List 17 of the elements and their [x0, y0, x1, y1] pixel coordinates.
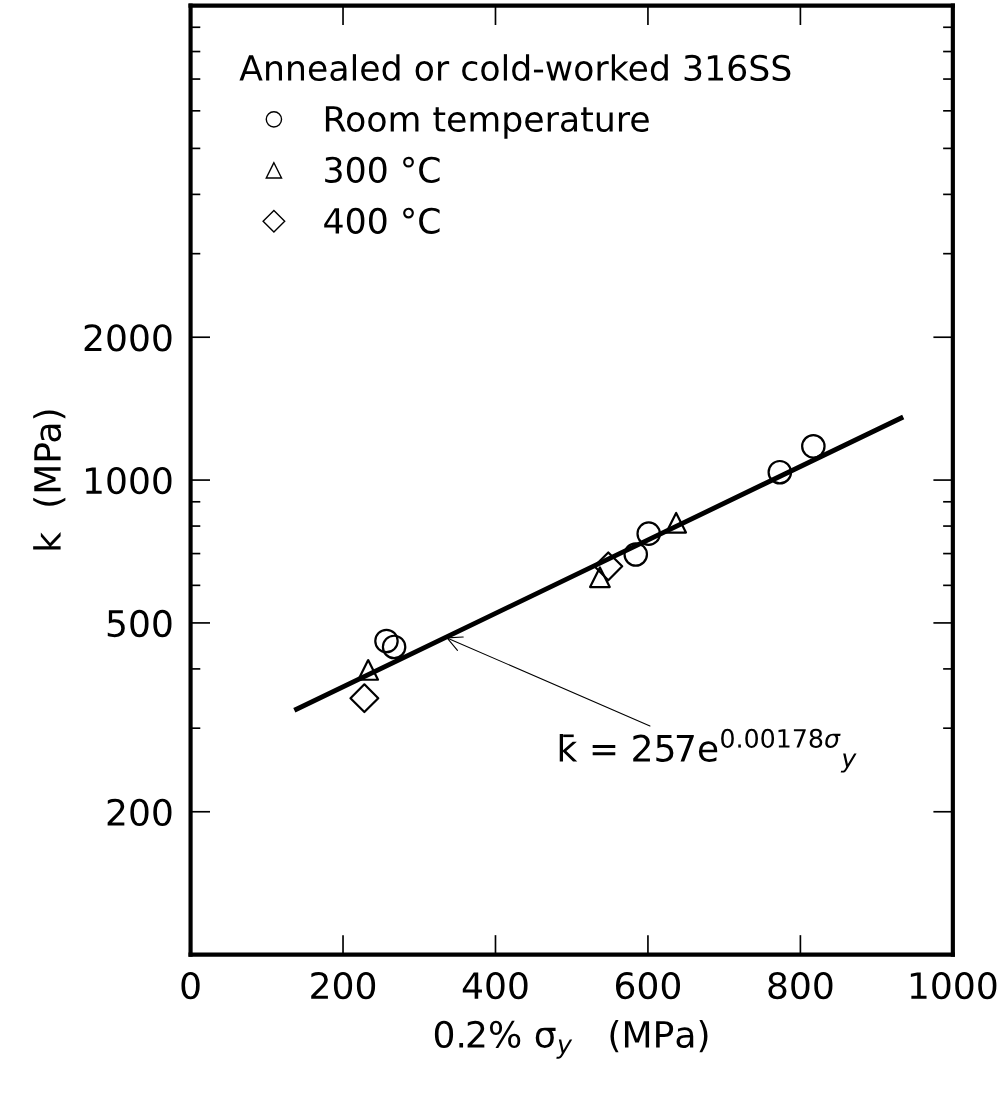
x-tick-label: 600 [616, 971, 680, 1000]
x-tick-label: 1000 [910, 971, 997, 1000]
legend-title: Annealed or cold-worked 316SS [239, 54, 791, 82]
x-tick-label: 400 [462, 971, 528, 1000]
legend-label: 400 °C [324, 207, 440, 234]
y-tick-label: 2000 [84, 324, 172, 352]
x-tick-label: 800 [768, 971, 833, 1000]
text: 0.2% σ$_{y}$ (MPa) [434, 1020, 708, 1059]
y-tick-label: 1000 [85, 466, 172, 495]
y-axis-title: k (MPa) [33, 410, 66, 550]
y-tick-label: 200 [107, 798, 172, 826]
annotation: k̄ = 257e$^{0.00178σ}$$_{y}$ [559, 728, 857, 773]
x-tick-label: 0 [181, 971, 200, 1000]
x-tick-label: 200 [311, 971, 376, 1000]
y-tick-label: 500 [107, 609, 172, 638]
legend-label: 300 °C [325, 156, 440, 183]
legend-label: Room temperature [325, 106, 649, 139]
